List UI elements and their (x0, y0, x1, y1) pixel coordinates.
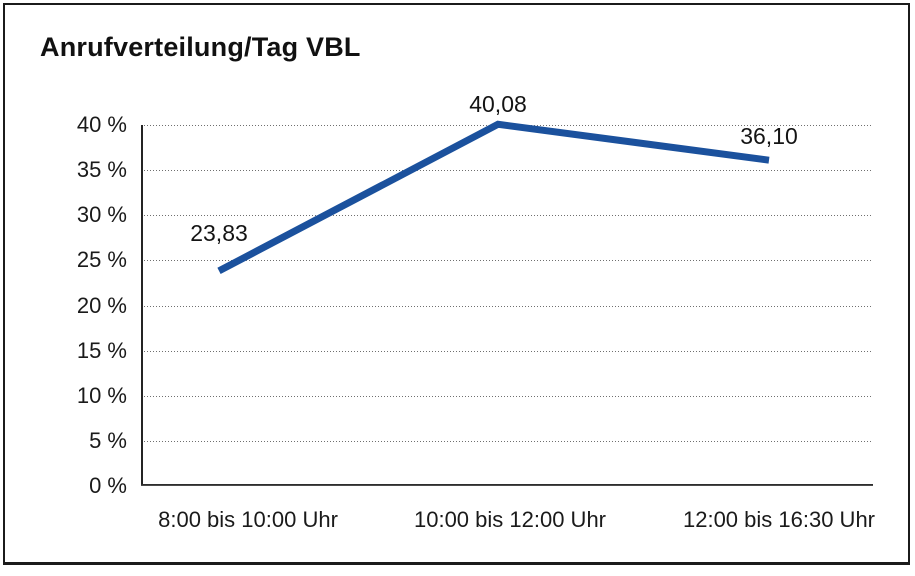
gridline (141, 395, 873, 397)
data-point-label: 23,83 (190, 219, 248, 246)
y-axis-tick-label: 35 % (76, 157, 127, 183)
gridline (141, 170, 873, 172)
gridline (141, 350, 873, 352)
x-axis-category-label: 8:00 bis 10:00 Uhr (158, 507, 338, 532)
x-axis-line (141, 484, 873, 486)
plot-area: 8:00 bis 10:00 Uhr 10:00 bis 12:00 Uhr 12:… (141, 91, 875, 532)
y-axis-tick-label: 25 % (76, 247, 127, 273)
y-axis-tick-label: 40 % (76, 112, 127, 137)
chart-frame: Anrufverteilung/Tag VBL 0 % 5 % 10 % 15 % 20… (3, 3, 910, 565)
y-axis: 0 % 5 % 10 % 15 % 20 % 25 % 30 % 35 % 40 % (23, 112, 127, 498)
data-point-label: 36,10 (740, 123, 798, 150)
data-point-label: 40,08 (469, 91, 527, 118)
gridline (141, 305, 873, 307)
y-axis-tick-label: 10 % (76, 382, 127, 408)
x-axis-category-label: 10:00 bis 12:00 Uhr (413, 507, 607, 532)
gridline (141, 260, 873, 262)
y-axis-tick-label: 5 % (89, 427, 127, 453)
chart-title: Anrufverteilung/Tag VBL (40, 32, 361, 62)
y-axis-tick-label: 20 % (76, 292, 127, 318)
y-axis-tick-label: 30 % (76, 202, 127, 228)
line-chart (217, 120, 770, 274)
y-axis-tick-label: 0 % (89, 473, 127, 498)
gridline (141, 440, 873, 442)
gridline (141, 215, 873, 217)
chart-line (217, 120, 770, 274)
y-axis-tick-label: 15 % (76, 337, 127, 363)
x-axis-category-label: 12:00 bis 16:30 Uhr (682, 507, 876, 532)
y-axis-line (141, 125, 143, 486)
